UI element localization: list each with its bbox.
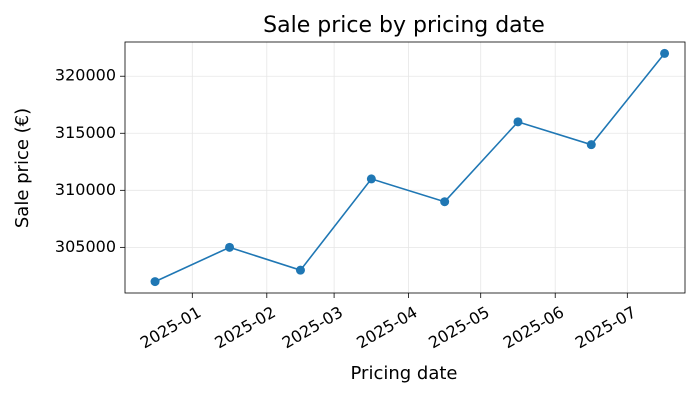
point: [660, 48, 670, 58]
x-tick-label: 2025-06: [500, 302, 567, 352]
x-tick-label: 2025-01: [137, 302, 204, 352]
y-tick-label: 310000: [55, 180, 116, 199]
x-tick-label: 2025-07: [572, 302, 639, 352]
x-tick-label: 2025-05: [425, 302, 492, 352]
x-axis-label: Pricing date: [351, 363, 458, 384]
point: [150, 277, 160, 287]
point: [295, 265, 305, 275]
point: [513, 117, 523, 127]
point: [440, 197, 450, 207]
plot-frame: [124, 41, 686, 294]
y-tick-label: 315000: [55, 123, 116, 142]
point: [586, 140, 596, 150]
point: [225, 242, 235, 252]
x-tick-label: 2025-04: [353, 302, 420, 352]
chart-title: Sale price by pricing date: [263, 13, 545, 38]
y-tick-label: 320000: [55, 66, 116, 85]
y-axis-label: Sale price (€): [12, 108, 33, 228]
x-tick-label: 2025-03: [279, 302, 346, 352]
line: [154, 52, 666, 283]
x-tick-label: 2025-02: [211, 302, 278, 352]
y-tick-label: 305000: [55, 237, 116, 256]
point: [366, 174, 376, 184]
